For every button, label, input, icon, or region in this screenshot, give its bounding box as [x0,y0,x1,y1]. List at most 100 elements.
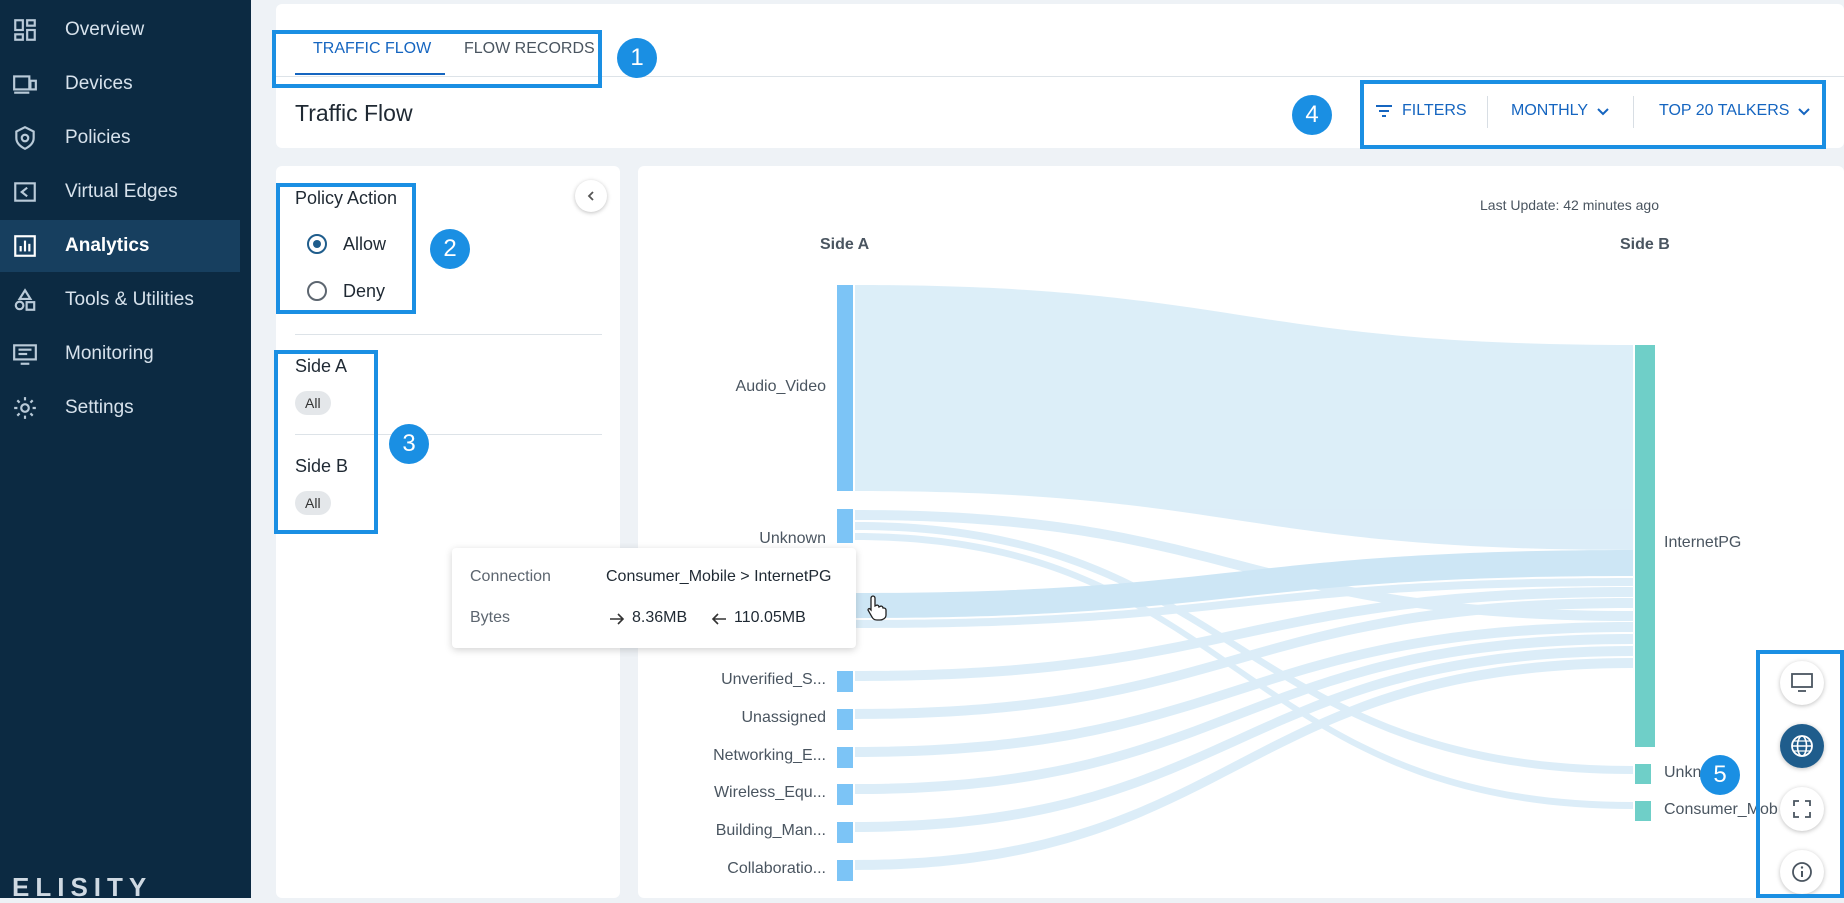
tooltip-connection-value: Consumer_Mobile > InternetPG [606,568,832,585]
annotation-badge-3: 3 [389,424,429,464]
radio-deny[interactable]: Deny [307,281,457,307]
chevron-down-icon [1798,108,1811,116]
talkers-dropdown[interactable]: TOP 20 TALKERS [1659,102,1811,120]
chevron-left-icon [587,191,594,201]
radio-deny-label: Deny [343,281,386,301]
tab-flow-records[interactable]: FLOW RECORDS [464,40,595,57]
sidebar-item-label: Virtual Edges [65,181,178,202]
node-audio-video[interactable] [837,285,853,491]
node-label: Unkn [1664,764,1702,781]
tab-divider [276,76,1844,77]
node-networking[interactable] [837,747,853,768]
side-b-title: Side B [1620,236,1670,253]
radio-button-checked[interactable] [307,234,327,254]
flow-link[interactable] [855,658,1633,870]
sidebar-item-label: Overview [65,19,145,40]
sidebar-item-policies[interactable]: Policies [0,112,240,164]
side-b-chip[interactable]: All [295,491,331,515]
flow-link[interactable] [855,634,1633,794]
sidebar-item-label: Settings [65,397,134,418]
global-view-button[interactable] [1780,724,1824,768]
sidebar-item-monitoring[interactable]: Monitoring [0,328,240,380]
side-b-heading: Side B [295,456,349,476]
filters-label: FILTERS [1402,102,1467,119]
node-unknown-right[interactable] [1635,764,1651,784]
collapse-panel-button[interactable] [575,180,607,212]
flow-link[interactable] [855,598,1633,719]
sidebar-item-settings[interactable]: Settings [0,382,240,434]
sidebar-item-analytics[interactable]: Analytics [0,220,240,272]
node-unknown[interactable] [837,509,853,543]
sidebar-item-virtual-edges[interactable]: Virtual Edges [0,166,240,218]
connection-tooltip: Connection Consumer_Mobile > InternetPG … [452,548,856,648]
flow-link[interactable] [855,622,1633,757]
info-button[interactable] [1780,850,1824,894]
side-a-title: Side A [820,236,870,253]
sidebar-item-label: Monitoring [65,343,154,364]
radio-button[interactable] [307,281,327,301]
node-label: Unassigned [741,709,827,726]
annotation-box-3 [274,350,378,534]
section-divider [295,334,602,335]
dashboard-icon [14,19,36,41]
toolbar-separator [1633,96,1634,128]
sankey-chart [837,285,1655,881]
globe-icon [1791,735,1813,757]
flow-link[interactable] [855,510,1633,621]
side-a-chip[interactable]: All [295,391,331,415]
filters-button[interactable]: FILTERS [1374,102,1467,120]
flow-link[interactable] [855,522,1633,774]
node-unverified[interactable] [837,671,853,692]
node-building[interactable] [837,822,853,843]
node-label: Consumer_Mob [1664,801,1778,818]
tab-traffic-flow[interactable]: TRAFFIC FLOW [313,40,432,57]
annotation-box-5 [1756,650,1844,898]
node-label: Unknown [759,530,826,547]
node-consumer-mobile-right[interactable] [1635,801,1651,821]
sidebar-item-label: Devices [65,73,133,94]
fullscreen-button[interactable] [1780,787,1824,831]
flow-link[interactable] [855,533,1633,809]
node-internetpg[interactable] [1635,345,1655,747]
flow-link[interactable] [855,587,1633,681]
flow-link[interactable] [855,646,1633,832]
sidebar-item-label: Tools & Utilities [65,289,194,310]
node-label: Unverified_S... [721,671,826,688]
flow-link-highlighted[interactable] [855,550,1633,618]
hand-cursor-icon [867,595,887,621]
tools-icon [14,288,36,311]
gear-icon [14,397,36,419]
sidebar-item-tools[interactable]: Tools & Utilities [0,274,240,326]
node-unassigned[interactable] [837,709,853,730]
flow-link[interactable] [855,285,1633,550]
node-label: InternetPG [1664,534,1742,551]
sidebar-item-devices[interactable]: Devices [0,58,240,110]
period-dropdown[interactable]: MONTHLY [1511,102,1610,120]
filter-icon [1376,105,1392,117]
radio-allow[interactable]: Allow [307,234,457,260]
sidebar-item-overview[interactable]: Overview [0,4,240,56]
annotation-box-2 [276,183,416,314]
arrow-right-icon [610,613,625,625]
sidebar-item-label: Policies [65,127,131,148]
annotation-box-1 [272,30,602,88]
fullscreen-icon [1793,800,1811,818]
period-label: MONTHLY [1511,102,1589,119]
elisity-logo: ELISITY [12,872,153,902]
last-update-text: Last Update: 42 minutes ago [1480,197,1660,213]
side-a-heading: Side A [295,356,348,376]
flow-link[interactable] [855,578,1633,628]
annotation-badge-1: 1 [617,38,657,78]
devices-icon [13,75,37,94]
node-label: Audio_Video [735,378,826,395]
device-view-button[interactable] [1780,661,1824,705]
toolbar-separator [1487,96,1488,128]
policy-action-heading: Policy Action [295,188,398,208]
node-label: Collaboratio... [727,860,826,877]
node-label: Wireless_Equ... [713,784,826,801]
talkers-label: TOP 20 TALKERS [1659,102,1790,119]
node-wireless[interactable] [837,784,853,805]
annotation-badge-4: 4 [1292,95,1332,135]
node-collaboration[interactable] [837,860,853,881]
tooltip-connection-label: Connection [470,568,551,585]
